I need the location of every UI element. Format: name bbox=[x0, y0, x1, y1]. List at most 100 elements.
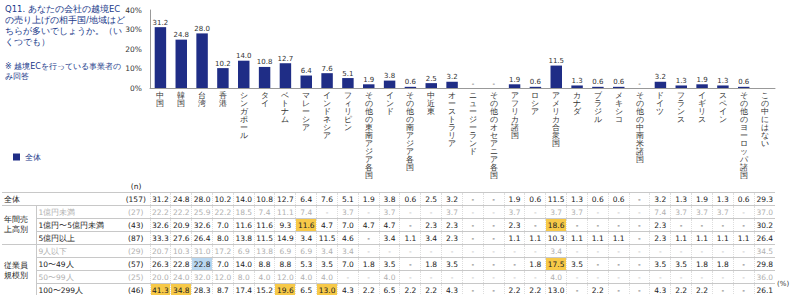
svg-text:全体: 全体 bbox=[25, 153, 41, 162]
svg-text:0%: 0% bbox=[130, 84, 142, 93]
svg-text:ム: ム bbox=[281, 115, 289, 124]
svg-text:0.6: 0.6 bbox=[613, 78, 625, 86]
html-text:7.4: 7.4 bbox=[300, 207, 313, 217]
html-text:(27): (27) bbox=[128, 207, 144, 217]
svg-text:3.2: 3.2 bbox=[655, 73, 666, 81]
svg-text:ド: ド bbox=[386, 107, 394, 116]
svg-text:1.3: 1.3 bbox=[717, 77, 728, 85]
svg-text:国: 国 bbox=[740, 171, 748, 180]
svg-text:国: 国 bbox=[490, 171, 498, 180]
svg-text:ダ: ダ bbox=[573, 107, 582, 116]
svg-text:28.0: 28.0 bbox=[194, 25, 210, 33]
svg-text:国: 国 bbox=[552, 139, 560, 148]
html-text:1.9: 1.9 bbox=[696, 194, 708, 204]
svg-text:ス: ス bbox=[698, 115, 706, 124]
svg-text:ア: ア bbox=[302, 123, 310, 132]
html-text:年間売上高別: 年間売上高別 bbox=[4, 215, 28, 234]
svg-text:14.0: 14.0 bbox=[236, 52, 252, 60]
html-text:0.6: 0.6 bbox=[529, 194, 542, 204]
html-text:全体: 全体 bbox=[4, 194, 20, 204]
svg-text:7.6: 7.6 bbox=[322, 65, 334, 73]
html-text:0.6: 0.6 bbox=[404, 194, 417, 204]
svg-text:11.5: 11.5 bbox=[548, 57, 564, 65]
svg-text:-: - bbox=[638, 80, 641, 88]
html-text:1億円未満: 1億円未満 bbox=[38, 207, 76, 217]
svg-text:国: 国 bbox=[511, 131, 519, 140]
html-text:31.2 24.8 28.0 10.2 14.0 10.8: 31.2 24.8 28.0 10.2 14.0 10.8 bbox=[152, 194, 273, 204]
svg-text:20%: 20% bbox=[125, 45, 142, 54]
html-text:0.6: 0.6 bbox=[612, 194, 625, 204]
svg-text:国: 国 bbox=[365, 171, 373, 180]
svg-text:30%: 30% bbox=[125, 25, 142, 34]
svg-text:2.5: 2.5 bbox=[426, 75, 437, 83]
html-text:※ 越境ECを行っている事業者のみ回答: ※ 越境ECを行っている事業者のみ回答 bbox=[5, 62, 121, 81]
html-text:1.3: 1.3 bbox=[716, 194, 729, 204]
svg-text:3.2: 3.2 bbox=[447, 73, 458, 81]
svg-text:3.8: 3.8 bbox=[384, 72, 395, 80]
svg-text:1.9: 1.9 bbox=[363, 76, 374, 84]
html-text:3.2: 3.2 bbox=[654, 194, 667, 204]
svg-text:-: - bbox=[492, 80, 495, 88]
html-text:(157): (157) bbox=[125, 194, 146, 204]
html-text:2.5: 2.5 bbox=[425, 194, 438, 204]
svg-text:0.6: 0.6 bbox=[530, 78, 542, 86]
svg-text:1.3: 1.3 bbox=[676, 77, 687, 85]
svg-text:国: 国 bbox=[156, 99, 164, 108]
html-text:0.6: 0.6 bbox=[591, 194, 604, 204]
svg-text:40%: 40% bbox=[125, 6, 142, 15]
svg-text:10%: 10% bbox=[125, 64, 142, 73]
svg-text:港: 港 bbox=[219, 99, 227, 108]
html-text:29.3: 29.3 bbox=[756, 194, 774, 204]
html-text:3.2: 3.2 bbox=[446, 194, 458, 204]
svg-text:ア: ア bbox=[323, 131, 331, 140]
html-text:6.4: 6.4 bbox=[300, 194, 313, 204]
html-text:5.1: 5.1 bbox=[341, 194, 354, 204]
svg-text:コ: コ bbox=[615, 115, 623, 124]
html-text:3.8: 3.8 bbox=[383, 194, 396, 204]
svg-text:ン: ン bbox=[344, 123, 352, 132]
svg-text:国: 国 bbox=[406, 163, 414, 172]
svg-text:1.9: 1.9 bbox=[509, 76, 520, 84]
html-text:3.7: 3.7 bbox=[341, 207, 354, 217]
html-text:11.5: 11.5 bbox=[547, 194, 565, 204]
svg-text:東: 東 bbox=[427, 107, 435, 116]
svg-text:い: い bbox=[761, 139, 769, 148]
svg-text:湾: 湾 bbox=[198, 99, 206, 108]
svg-text:ア: ア bbox=[448, 139, 456, 148]
svg-text:1.9: 1.9 bbox=[697, 76, 708, 84]
svg-text:10.8: 10.8 bbox=[257, 58, 273, 66]
svg-text:ル: ル bbox=[594, 115, 602, 124]
html-text:7.6: 7.6 bbox=[321, 194, 333, 204]
html-text:1.9: 1.9 bbox=[508, 194, 521, 204]
svg-text:国: 国 bbox=[636, 155, 644, 164]
html-text:7.4: 7.4 bbox=[258, 207, 271, 217]
svg-text:6.4: 6.4 bbox=[301, 67, 313, 75]
svg-text:10.2: 10.2 bbox=[215, 60, 231, 68]
svg-text:ド: ド bbox=[469, 147, 477, 156]
svg-text:0.6: 0.6 bbox=[738, 78, 750, 86]
svg-text:国: 国 bbox=[177, 99, 185, 108]
html-text:1.3: 1.3 bbox=[675, 194, 688, 204]
svg-text:イ: イ bbox=[261, 99, 269, 108]
svg-text:1.3: 1.3 bbox=[572, 77, 583, 85]
svg-text:-: - bbox=[472, 80, 475, 88]
html-text:従業員規模別: 従業員規模別 bbox=[4, 260, 28, 280]
svg-text:ル: ル bbox=[240, 131, 248, 140]
html-text:0.6: 0.6 bbox=[737, 194, 750, 204]
svg-text:31.2: 31.2 bbox=[153, 19, 169, 27]
html-text:Q11. あなたの会社の越境ECの売り上げの相手国/地域はど: Q11. あなたの会社の越境ECの売り上げの相手国/地域はどちらが多いでしょうか… bbox=[5, 4, 125, 47]
html-text:1.3: 1.3 bbox=[571, 194, 583, 204]
html-text:12.7: 12.7 bbox=[277, 194, 294, 204]
svg-text:0.6: 0.6 bbox=[405, 78, 417, 86]
svg-text:12.7: 12.7 bbox=[278, 55, 294, 63]
svg-text:ン: ン bbox=[719, 115, 727, 124]
html-text:1.9: 1.9 bbox=[362, 194, 375, 204]
svg-text:ア: ア bbox=[531, 107, 539, 116]
svg-text:24.8: 24.8 bbox=[173, 31, 189, 39]
svg-text:0.6: 0.6 bbox=[592, 78, 604, 86]
svg-text:5.1: 5.1 bbox=[342, 70, 353, 78]
html-text:22.2 22.2 25.9 22.2 18.5: 22.2 22.2 25.9 22.2 18.5 bbox=[152, 207, 253, 217]
html-text:11.1: 11.1 bbox=[277, 207, 294, 217]
svg-text:ツ: ツ bbox=[656, 107, 664, 116]
svg-text:ス: ス bbox=[677, 115, 685, 124]
